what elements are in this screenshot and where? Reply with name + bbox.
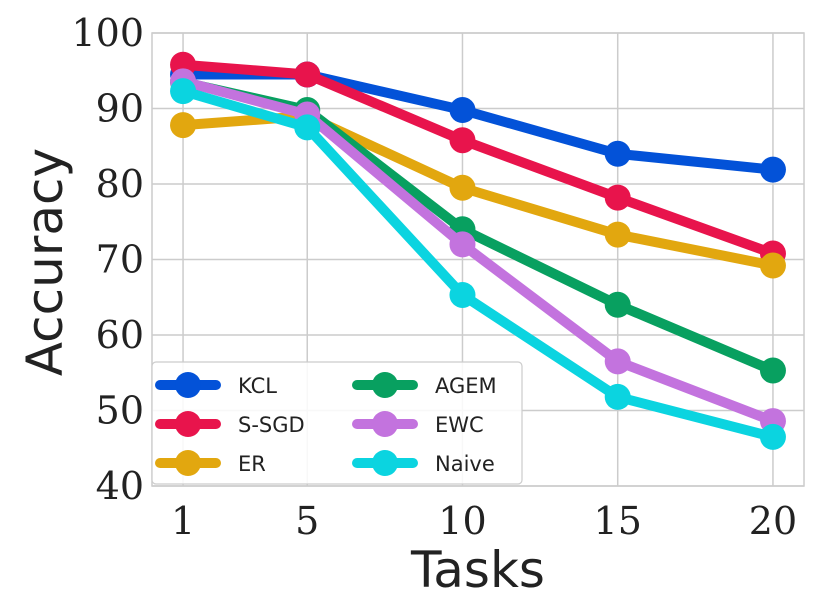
legend-item-er: ER bbox=[155, 450, 266, 476]
data-point-s-sgd bbox=[449, 127, 476, 154]
data-point-naive bbox=[294, 114, 321, 141]
data-point-kcl bbox=[759, 156, 786, 183]
legend-swatch-marker bbox=[175, 372, 201, 398]
legend-item-naive: Naive bbox=[352, 450, 495, 476]
legend-swatch-marker bbox=[372, 411, 398, 437]
data-point-naive bbox=[604, 383, 631, 410]
y-axis-title: Accuracy bbox=[16, 148, 74, 376]
data-point-naive bbox=[759, 423, 786, 450]
data-point-s-sgd bbox=[294, 61, 321, 88]
series-lines bbox=[170, 51, 786, 450]
x-tick-label: 5 bbox=[295, 499, 319, 543]
y-tick-label: 70 bbox=[96, 238, 144, 282]
data-point-agem bbox=[759, 357, 786, 384]
data-point-naive bbox=[449, 281, 476, 308]
legend-swatch-marker bbox=[372, 450, 398, 476]
legend-item-agem: AGEM bbox=[352, 372, 497, 398]
y-tick-label: 50 bbox=[96, 389, 144, 433]
x-tick-label: 10 bbox=[438, 499, 486, 543]
y-tick-label: 90 bbox=[96, 87, 144, 131]
legend-item-s-sgd: S-SGD bbox=[155, 411, 305, 437]
x-tick-label: 1 bbox=[171, 499, 195, 543]
data-point-s-sgd bbox=[604, 184, 631, 211]
legend-label: ER bbox=[238, 452, 266, 476]
legend-label: AGEM bbox=[435, 374, 497, 398]
data-point-er bbox=[170, 112, 197, 139]
legend-item-kcl: KCL bbox=[155, 372, 277, 398]
legend-box bbox=[151, 361, 523, 485]
x-axis-title: Tasks bbox=[410, 541, 545, 599]
x-tick-label: 15 bbox=[594, 499, 642, 543]
y-tick-label: 40 bbox=[96, 464, 144, 508]
data-point-agem bbox=[604, 291, 631, 318]
data-point-er bbox=[604, 221, 631, 248]
legend-label: KCL bbox=[238, 374, 277, 398]
data-point-naive bbox=[170, 78, 197, 105]
series-naive bbox=[170, 78, 786, 450]
legend-label: EWC bbox=[435, 413, 484, 437]
data-point-er bbox=[759, 252, 786, 279]
legend-label: Naive bbox=[435, 452, 495, 476]
data-point-er bbox=[449, 174, 476, 201]
legend-swatch-marker bbox=[175, 450, 201, 476]
data-point-ewc bbox=[449, 231, 476, 258]
x-tick-label: 20 bbox=[749, 499, 797, 543]
legend-swatch-marker bbox=[372, 372, 398, 398]
legend-label: S-SGD bbox=[238, 413, 305, 437]
data-point-kcl bbox=[449, 97, 476, 124]
legend-item-ewc: EWC bbox=[352, 411, 484, 437]
y-tick-label: 80 bbox=[96, 162, 144, 206]
y-tick-label: 60 bbox=[96, 313, 144, 357]
plot-area-frame bbox=[151, 32, 805, 487]
legend-swatch-marker bbox=[175, 411, 201, 437]
y-tick-label: 100 bbox=[71, 11, 144, 55]
data-point-ewc bbox=[604, 348, 631, 375]
legend: KCL S-SGD ER AGEM EWC Naive bbox=[151, 361, 523, 485]
data-point-kcl bbox=[604, 140, 631, 167]
